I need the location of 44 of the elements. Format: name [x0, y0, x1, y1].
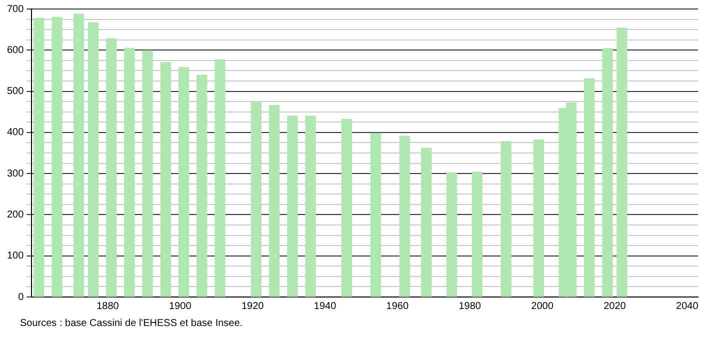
- bar: [421, 148, 432, 297]
- bar: [124, 48, 135, 297]
- y-tick-label: 400: [6, 127, 24, 138]
- y-tick-label: 300: [6, 168, 24, 180]
- bar: [472, 172, 482, 297]
- x-tick-label: 1940: [314, 300, 337, 312]
- y-tick-label: 100: [6, 250, 24, 262]
- bar: [341, 118, 352, 297]
- y-tick-label: 200: [6, 209, 24, 220]
- bar: [52, 16, 62, 297]
- x-tick-label: 1880: [96, 300, 120, 312]
- bar: [178, 67, 190, 297]
- x-tick-label: 2020: [604, 300, 626, 312]
- source-note: Sources : base Cassini de l'EHESS et base Insee.: [20, 318, 243, 329]
- x-tick-label: 2000: [531, 300, 554, 312]
- bar: [250, 101, 262, 297]
- y-tick-label: 600: [6, 44, 24, 56]
- y-tick-label: 0: [18, 292, 24, 303]
- bar: [88, 22, 99, 297]
- bar: [106, 38, 117, 297]
- y-tick-label: 500: [6, 86, 24, 98]
- bar: [142, 50, 153, 297]
- bar: [370, 132, 382, 297]
- bar: [616, 28, 628, 297]
- bar: [584, 78, 595, 297]
- bar: [196, 74, 208, 297]
- y-tick-label: 700: [6, 4, 24, 15]
- x-tick-label: 2040: [676, 300, 699, 312]
- x-tick-label: 1920: [241, 300, 264, 312]
- bar: [73, 14, 84, 297]
- bar: [287, 116, 298, 297]
- bar: [602, 48, 613, 297]
- bar: [214, 59, 226, 297]
- bar: [34, 18, 44, 297]
- x-tick-label: 1980: [458, 300, 482, 312]
- bar: [305, 116, 316, 297]
- bar: [500, 141, 512, 297]
- bar: [446, 172, 458, 297]
- x-tick-label: 1900: [169, 300, 192, 312]
- bar: [533, 140, 544, 297]
- bar: [160, 62, 171, 297]
- bar: [399, 136, 410, 297]
- x-tick-label: 1960: [386, 300, 409, 312]
- bar: [268, 104, 280, 297]
